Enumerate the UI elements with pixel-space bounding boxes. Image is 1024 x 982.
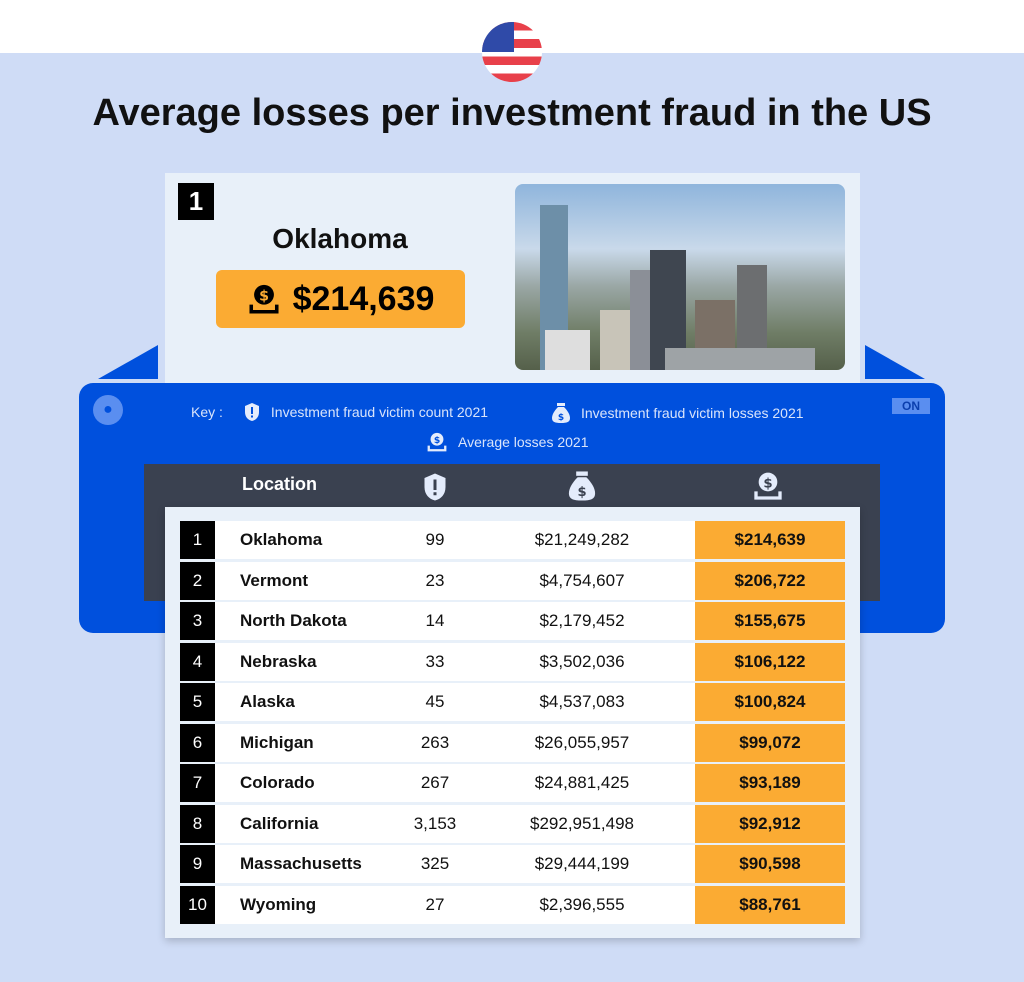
average-cell: $88,761 bbox=[695, 885, 845, 924]
decor-triangle bbox=[98, 345, 158, 379]
rank-cell: 4 bbox=[180, 642, 215, 681]
svg-text:$: $ bbox=[763, 476, 772, 491]
rank-cell: 6 bbox=[180, 723, 215, 762]
location-cell: Alaska bbox=[240, 692, 295, 711]
header-location: Location bbox=[242, 474, 317, 494]
losses-cell: $2,179,452 bbox=[539, 611, 625, 630]
losses-cell: $24,881,425 bbox=[534, 773, 630, 792]
count-cell: 14 bbox=[425, 611, 445, 630]
location-cell: California bbox=[240, 813, 319, 833]
svg-text:$: $ bbox=[259, 288, 269, 304]
table-row: 9 Massachusetts 325 $29,444,199 $90,598 bbox=[180, 845, 845, 883]
us-flag-icon bbox=[482, 22, 542, 82]
rank-cell: 8 bbox=[180, 804, 215, 843]
key-count: Key : Investment fraud victim count 2021 bbox=[191, 402, 488, 422]
key-label: Key : bbox=[191, 404, 223, 420]
key-count-label: Investment fraud victim count 2021 bbox=[270, 404, 489, 420]
losses-cell: $21,249,282 bbox=[534, 530, 630, 549]
count-cell: 33 bbox=[425, 651, 445, 671]
average-cell: $100,824 bbox=[695, 683, 845, 721]
table-row: 2 Vermont 23 $4,754,607 $206,722 bbox=[180, 561, 845, 600]
location-cell: Colorado bbox=[240, 773, 315, 792]
location-cell: Wyoming bbox=[240, 894, 317, 914]
key-losses: $ Investment fraud victim losses 2021 bbox=[551, 402, 804, 424]
table-row: 10 Wyoming 27 $2,396,555 $88,761 bbox=[180, 885, 845, 924]
featured-state-card: 1 Oklahoma $ $214,639 bbox=[165, 173, 860, 383]
losses-cell: $3,502,036 bbox=[539, 651, 625, 671]
average-cell: $214,639 bbox=[695, 521, 845, 559]
rank-cell: 3 bbox=[180, 602, 215, 640]
location-cell: Michigan bbox=[240, 732, 314, 752]
featured-state-name: Oklahoma bbox=[272, 223, 408, 254]
svg-text:$: $ bbox=[558, 413, 564, 423]
decor-triangle bbox=[865, 345, 925, 379]
losses-cell: $292,951,498 bbox=[530, 813, 634, 833]
city-skyline-photo bbox=[515, 184, 845, 370]
rank-cell: 7 bbox=[180, 764, 215, 802]
rank-cell: 9 bbox=[180, 845, 215, 883]
page-title: Average losses per investment fraud in t… bbox=[92, 92, 932, 134]
table-row: 7 Colorado 267 $24,881,425 $93,189 bbox=[180, 764, 845, 802]
losses-cell: $2,396,555 bbox=[539, 894, 625, 914]
coin-hand-icon: $ bbox=[247, 282, 281, 316]
featured-amount: $214,639 bbox=[292, 279, 435, 318]
losses-cell: $4,537,083 bbox=[539, 692, 625, 711]
location-cell: Vermont bbox=[240, 570, 309, 590]
featured-amount-badge: $ $214,639 bbox=[216, 270, 465, 328]
ranking-table: 1 Oklahoma 99 $21,249,282 $214,639 2 Vermont 23… bbox=[165, 507, 860, 938]
average-cell: $90,598 bbox=[695, 845, 845, 883]
table-row: 1 Oklahoma 99 $21,249,282 $214,639 bbox=[180, 521, 845, 559]
rank-badge: 1 bbox=[178, 183, 214, 220]
count-cell: 45 bbox=[425, 692, 445, 711]
rank-cell: 1 bbox=[180, 521, 215, 559]
average-cell: $92,912 bbox=[695, 804, 845, 843]
table-row: 6 Michigan 263 $26,055,957 $99,072 bbox=[180, 723, 845, 762]
coin-hand-icon: $ bbox=[752, 470, 784, 502]
count-cell: 99 bbox=[425, 530, 445, 549]
count-cell: 263 bbox=[420, 732, 450, 752]
svg-text:$: $ bbox=[434, 435, 440, 446]
losses-cell: $26,055,957 bbox=[534, 732, 630, 752]
money-bag-icon: $ bbox=[567, 470, 597, 502]
average-cell: $155,675 bbox=[695, 602, 845, 640]
location-cell: Nebraska bbox=[240, 651, 317, 671]
count-cell: 267 bbox=[420, 773, 450, 792]
count-cell: 325 bbox=[420, 854, 450, 873]
rank-cell: 5 bbox=[180, 683, 215, 721]
location-cell: Massachusetts bbox=[240, 854, 362, 873]
wifi-icon: ● bbox=[93, 395, 123, 425]
location-cell: North Dakota bbox=[240, 611, 347, 630]
key-average-label: Average losses 2021 bbox=[458, 434, 589, 450]
on-indicator: ON bbox=[892, 398, 930, 414]
average-cell: $93,189 bbox=[695, 764, 845, 802]
table-row: 5 Alaska 45 $4,537,083 $100,824 bbox=[180, 683, 845, 721]
svg-text:$: $ bbox=[577, 485, 586, 500]
key-losses-label: Investment fraud victim losses 2021 bbox=[581, 405, 804, 421]
shield-exclamation-icon bbox=[243, 402, 261, 422]
coin-hand-icon: $ bbox=[426, 431, 448, 453]
shield-exclamation-icon bbox=[421, 472, 449, 502]
key-average: $ Average losses 2021 bbox=[426, 431, 589, 453]
money-bag-icon: $ bbox=[551, 402, 571, 424]
count-cell: 3,153 bbox=[413, 813, 457, 833]
table-row: 8 California 3,153 $292,951,498 $92,912 bbox=[180, 804, 845, 843]
average-cell: $99,072 bbox=[695, 723, 845, 762]
rank-cell: 2 bbox=[180, 561, 215, 600]
rank-cell: 10 bbox=[180, 885, 215, 924]
table-row: 4 Nebraska 33 $3,502,036 $106,122 bbox=[180, 642, 845, 681]
average-cell: $106,122 bbox=[695, 642, 845, 681]
average-cell: $206,722 bbox=[695, 561, 845, 600]
losses-cell: $29,444,199 bbox=[534, 854, 630, 873]
count-cell: 27 bbox=[425, 894, 445, 914]
location-cell: Oklahoma bbox=[240, 530, 323, 549]
count-cell: 23 bbox=[425, 570, 445, 590]
losses-cell: $4,754,607 bbox=[539, 570, 625, 590]
table-row: 3 North Dakota 14 $2,179,452 $155,675 bbox=[180, 602, 845, 640]
